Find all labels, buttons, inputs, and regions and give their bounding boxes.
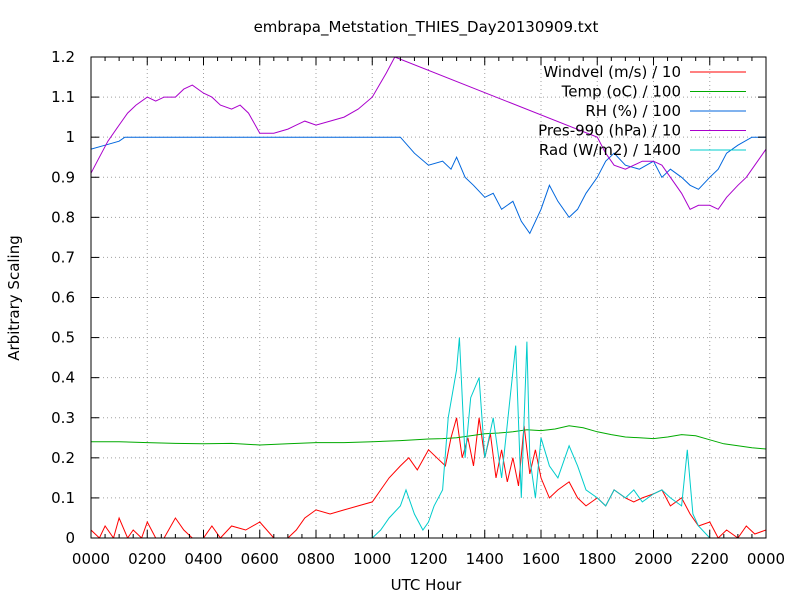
- y-tick-label: 0.5: [51, 329, 75, 347]
- y-tick-label: 0.8: [51, 208, 75, 226]
- legend-label: Windvel (m/s) / 10: [543, 63, 681, 81]
- legend-label: Rad (W/m2) / 1400: [539, 141, 681, 159]
- series-line: [91, 136, 766, 235]
- x-tick-label: 0800: [297, 550, 335, 568]
- legend-label: Temp (oC) / 100: [561, 83, 681, 101]
- series-line: [91, 425, 766, 450]
- y-tick-label: 0: [65, 529, 75, 547]
- series-line: [91, 57, 766, 210]
- x-tick-label: 1800: [578, 550, 616, 568]
- y-tick-label: 1: [65, 128, 75, 146]
- x-tick-label: 2200: [691, 550, 729, 568]
- y-axis-label: Arbitrary Scaling: [5, 235, 23, 361]
- x-tick-label: 1000: [353, 550, 391, 568]
- series-lines: [91, 57, 766, 538]
- legend-label: Pres-990 (hPa) / 10: [538, 122, 681, 140]
- x-tick-label: 1200: [409, 550, 447, 568]
- x-tick-label: 0200: [128, 550, 166, 568]
- y-tick-label: 0.4: [51, 369, 75, 387]
- x-tick-label: 2000: [634, 550, 672, 568]
- y-tick-label: 0.1: [51, 489, 75, 507]
- chart-title: embrapa_Metstation_THIES_Day20130909.txt: [254, 18, 599, 37]
- x-tick-label: 0600: [241, 550, 279, 568]
- y-tick-label: 0.2: [51, 449, 75, 467]
- y-tick-label: 1.2: [51, 48, 75, 66]
- y-tick-label: 0.9: [51, 168, 75, 186]
- x-tick-label: 0000: [747, 550, 785, 568]
- legend-label: RH (%) / 100: [585, 102, 681, 120]
- x-tick-label: 1400: [466, 550, 504, 568]
- y-tick-label: 0.7: [51, 248, 75, 266]
- y-tick-label: 1.1: [51, 88, 75, 106]
- series-line: [91, 337, 766, 538]
- x-tick-label: 0000: [72, 550, 110, 568]
- y-tick-label: 0.6: [51, 289, 75, 307]
- x-tick-label: 1600: [522, 550, 560, 568]
- y-tick-label: 0.3: [51, 409, 75, 427]
- x-axis-label: UTC Hour: [391, 576, 462, 594]
- axes: 0 0.1 0.2 0.3 0.4 0.5 0.6 0.7 0.8 0.9 1 1.1 1.2 0000 0…: [51, 48, 785, 568]
- x-tick-label: 0400: [184, 550, 222, 568]
